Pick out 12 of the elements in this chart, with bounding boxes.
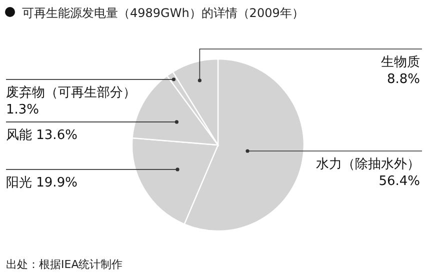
data-label: 1.3% (6, 102, 40, 118)
chart-title: 可再生能源发电量（4989GWh）的详情（2009年） (22, 6, 304, 20)
data-label: 19.9% (36, 175, 78, 190)
slice-label: 生物质 (381, 55, 420, 70)
data-label: 13.6% (36, 128, 78, 143)
slice-label: 风能 (6, 128, 32, 143)
data-label: 56.4% (378, 174, 420, 190)
slice-label: 阳光 (6, 175, 32, 190)
slice-label: 废弃物（可再生部分） (6, 84, 136, 100)
slice-label: 水力（除抽水外） (316, 157, 420, 172)
text: 出处：根据IEA统计制作 (6, 258, 123, 271)
data-label: 8.8% (386, 72, 420, 87)
